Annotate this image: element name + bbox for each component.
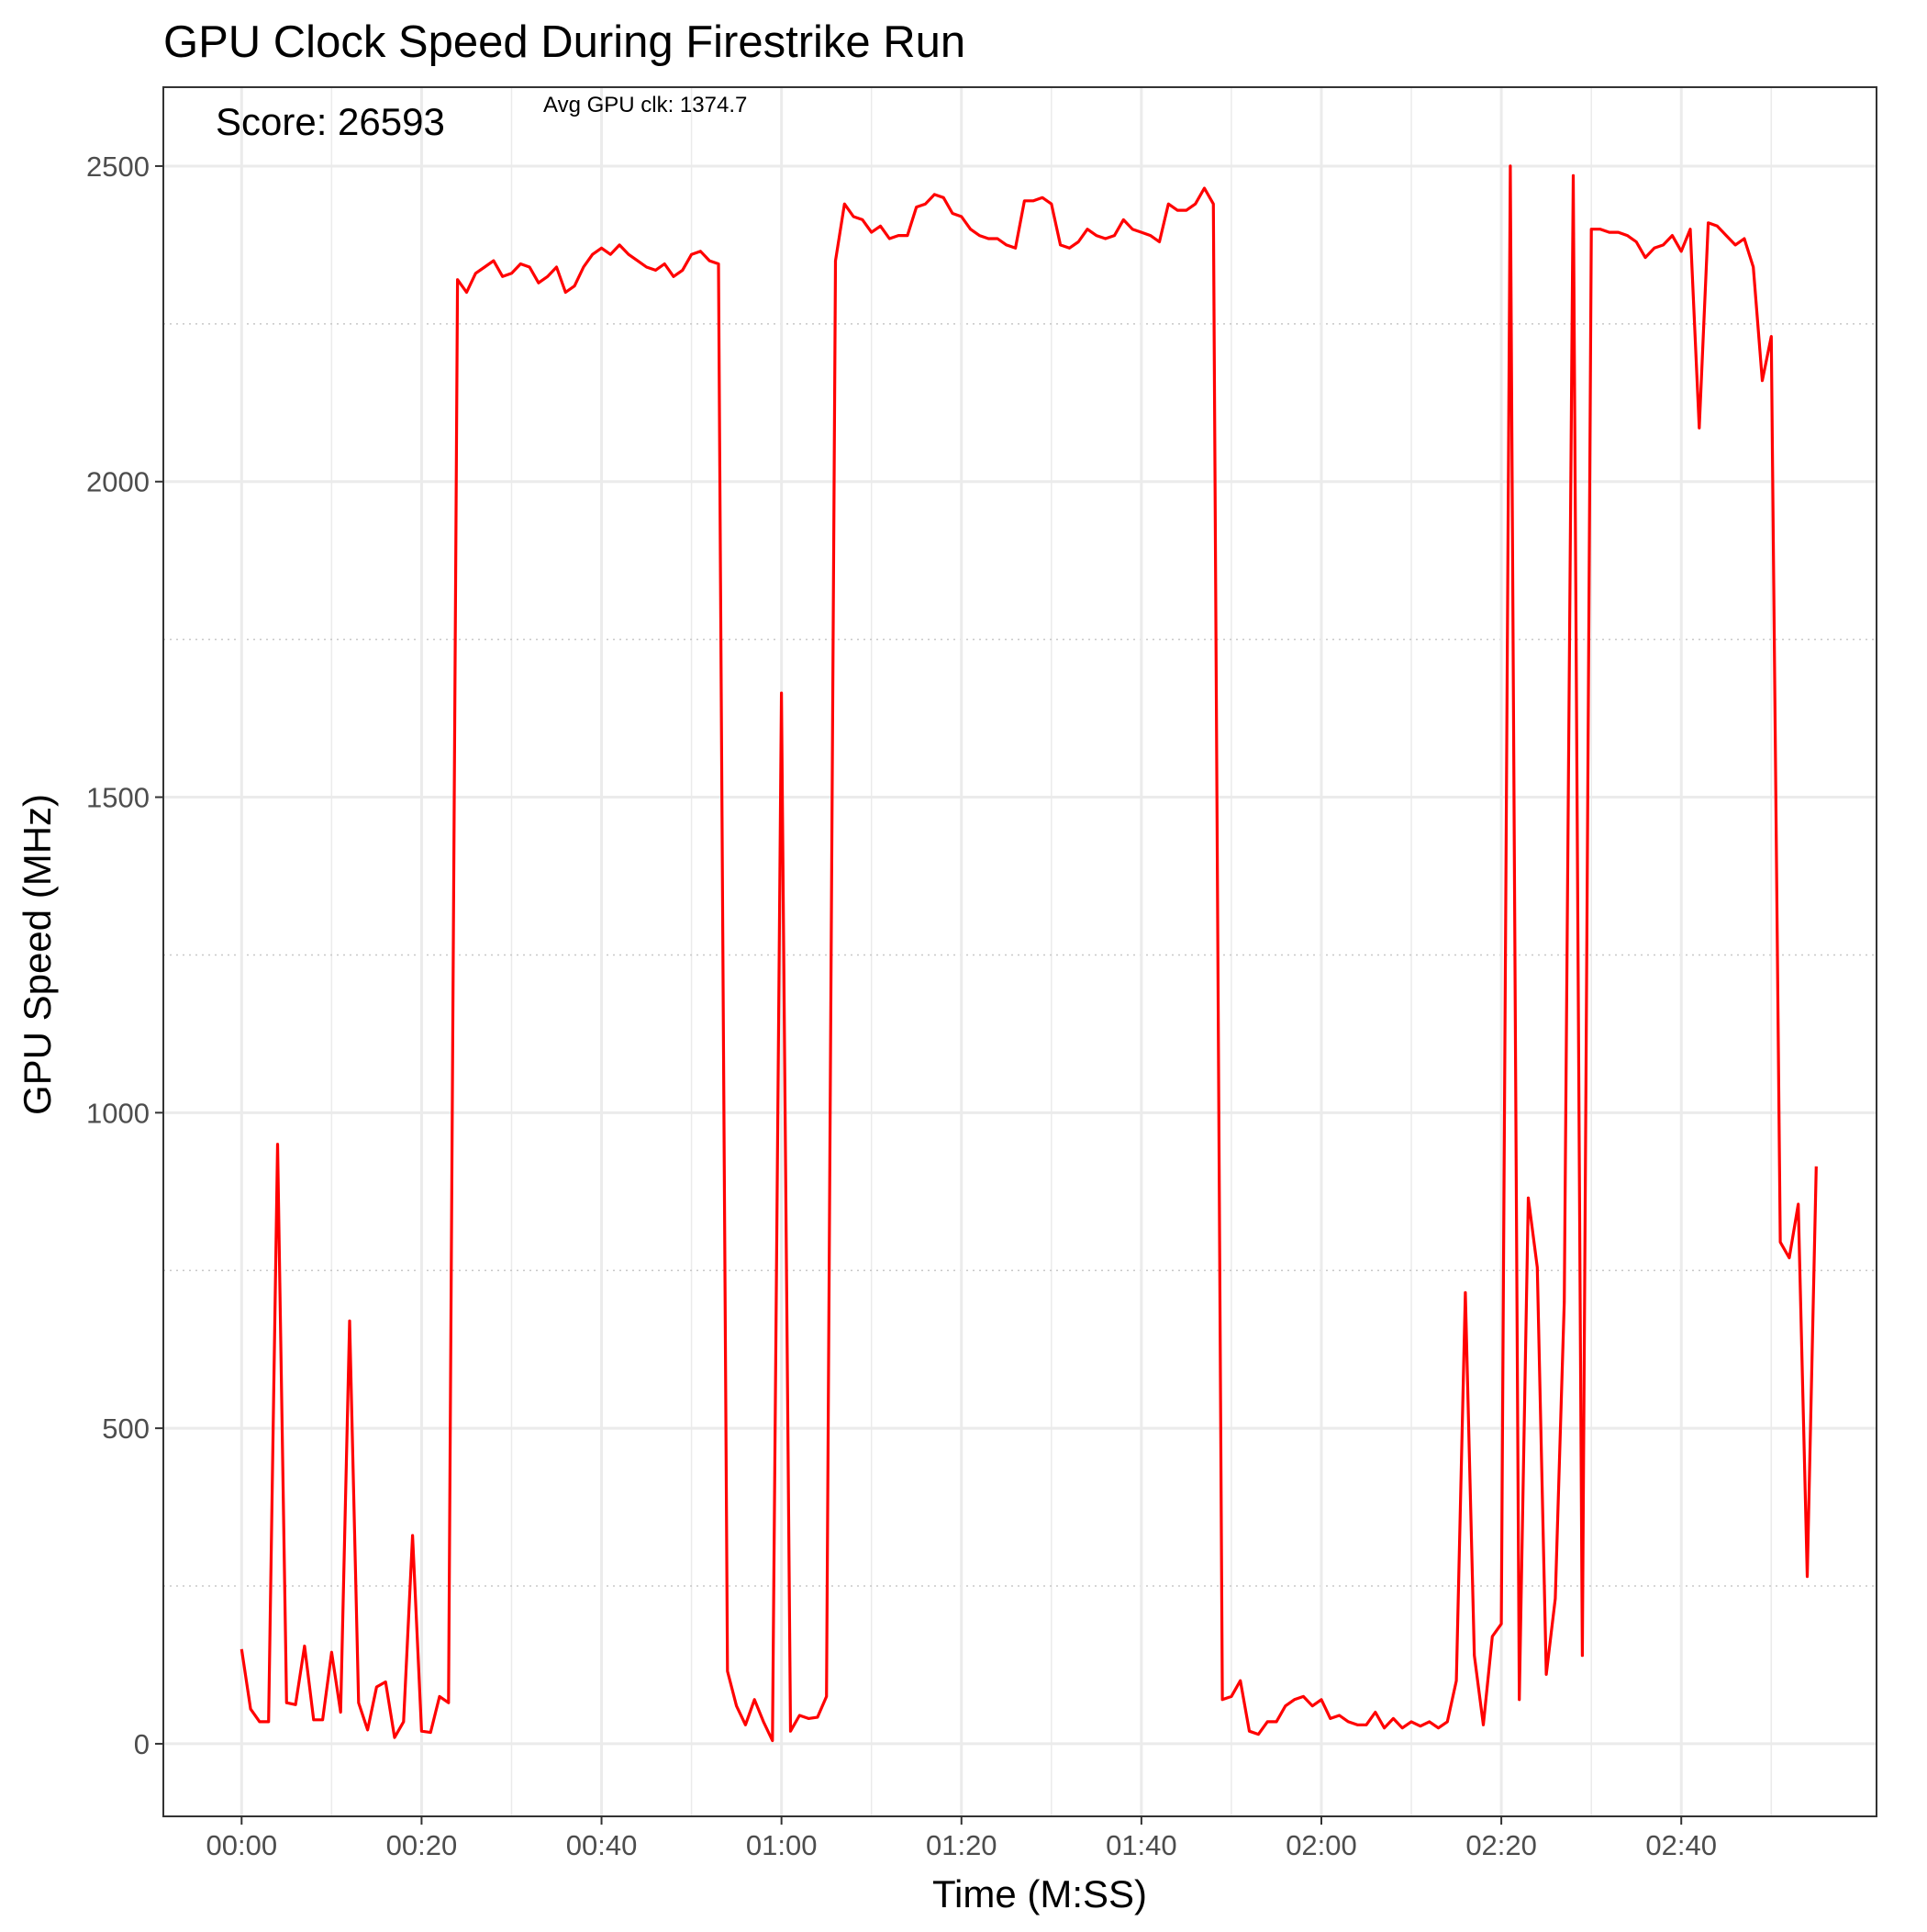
y-tick-label: 2000 — [86, 466, 150, 498]
x-tick-label: 01:40 — [1106, 1829, 1177, 1861]
avg-clock-annotation: Avg GPU clk: 1374.7 — [543, 93, 747, 117]
y-axis-label: GPU Speed (MHz) — [16, 794, 59, 1115]
x-tick-label: 00:00 — [206, 1829, 278, 1861]
x-tick-label: 00:40 — [566, 1829, 638, 1861]
x-tick-label: 02:40 — [1645, 1829, 1717, 1861]
y-tick-label: 1000 — [86, 1097, 150, 1129]
x-tick-label: 02:00 — [1286, 1829, 1357, 1861]
x-axis-label: Time (M:SS) — [932, 1872, 1147, 1915]
y-tick-label: 1500 — [86, 782, 150, 814]
x-axis-ticks: 00:00 00:20 00:40 01:00 01:20 01:40 02:00 02:20… — [206, 1816, 1717, 1861]
y-tick-label: 0 — [134, 1728, 150, 1760]
score-annotation: Score: 26593 — [216, 100, 445, 143]
minor-gridlines — [163, 87, 1877, 1816]
x-tick-label: 01:00 — [746, 1829, 818, 1861]
y-tick-label: 500 — [102, 1413, 150, 1445]
x-tick-label: 00:20 — [386, 1829, 458, 1861]
x-tick-label: 02:20 — [1465, 1829, 1537, 1861]
y-axis-ticks: 0 500 1000 1500 2000 2500 — [86, 151, 163, 1760]
plot-panel-border — [162, 86, 1877, 1817]
y-tick-label: 2500 — [86, 151, 150, 183]
gpu-speed-series-line — [239, 164, 1818, 1743]
x-tick-label: 01:20 — [926, 1829, 997, 1861]
chart-title: GPU Clock Speed During Firestrike Run — [163, 17, 965, 67]
series-layer — [239, 164, 1818, 1743]
